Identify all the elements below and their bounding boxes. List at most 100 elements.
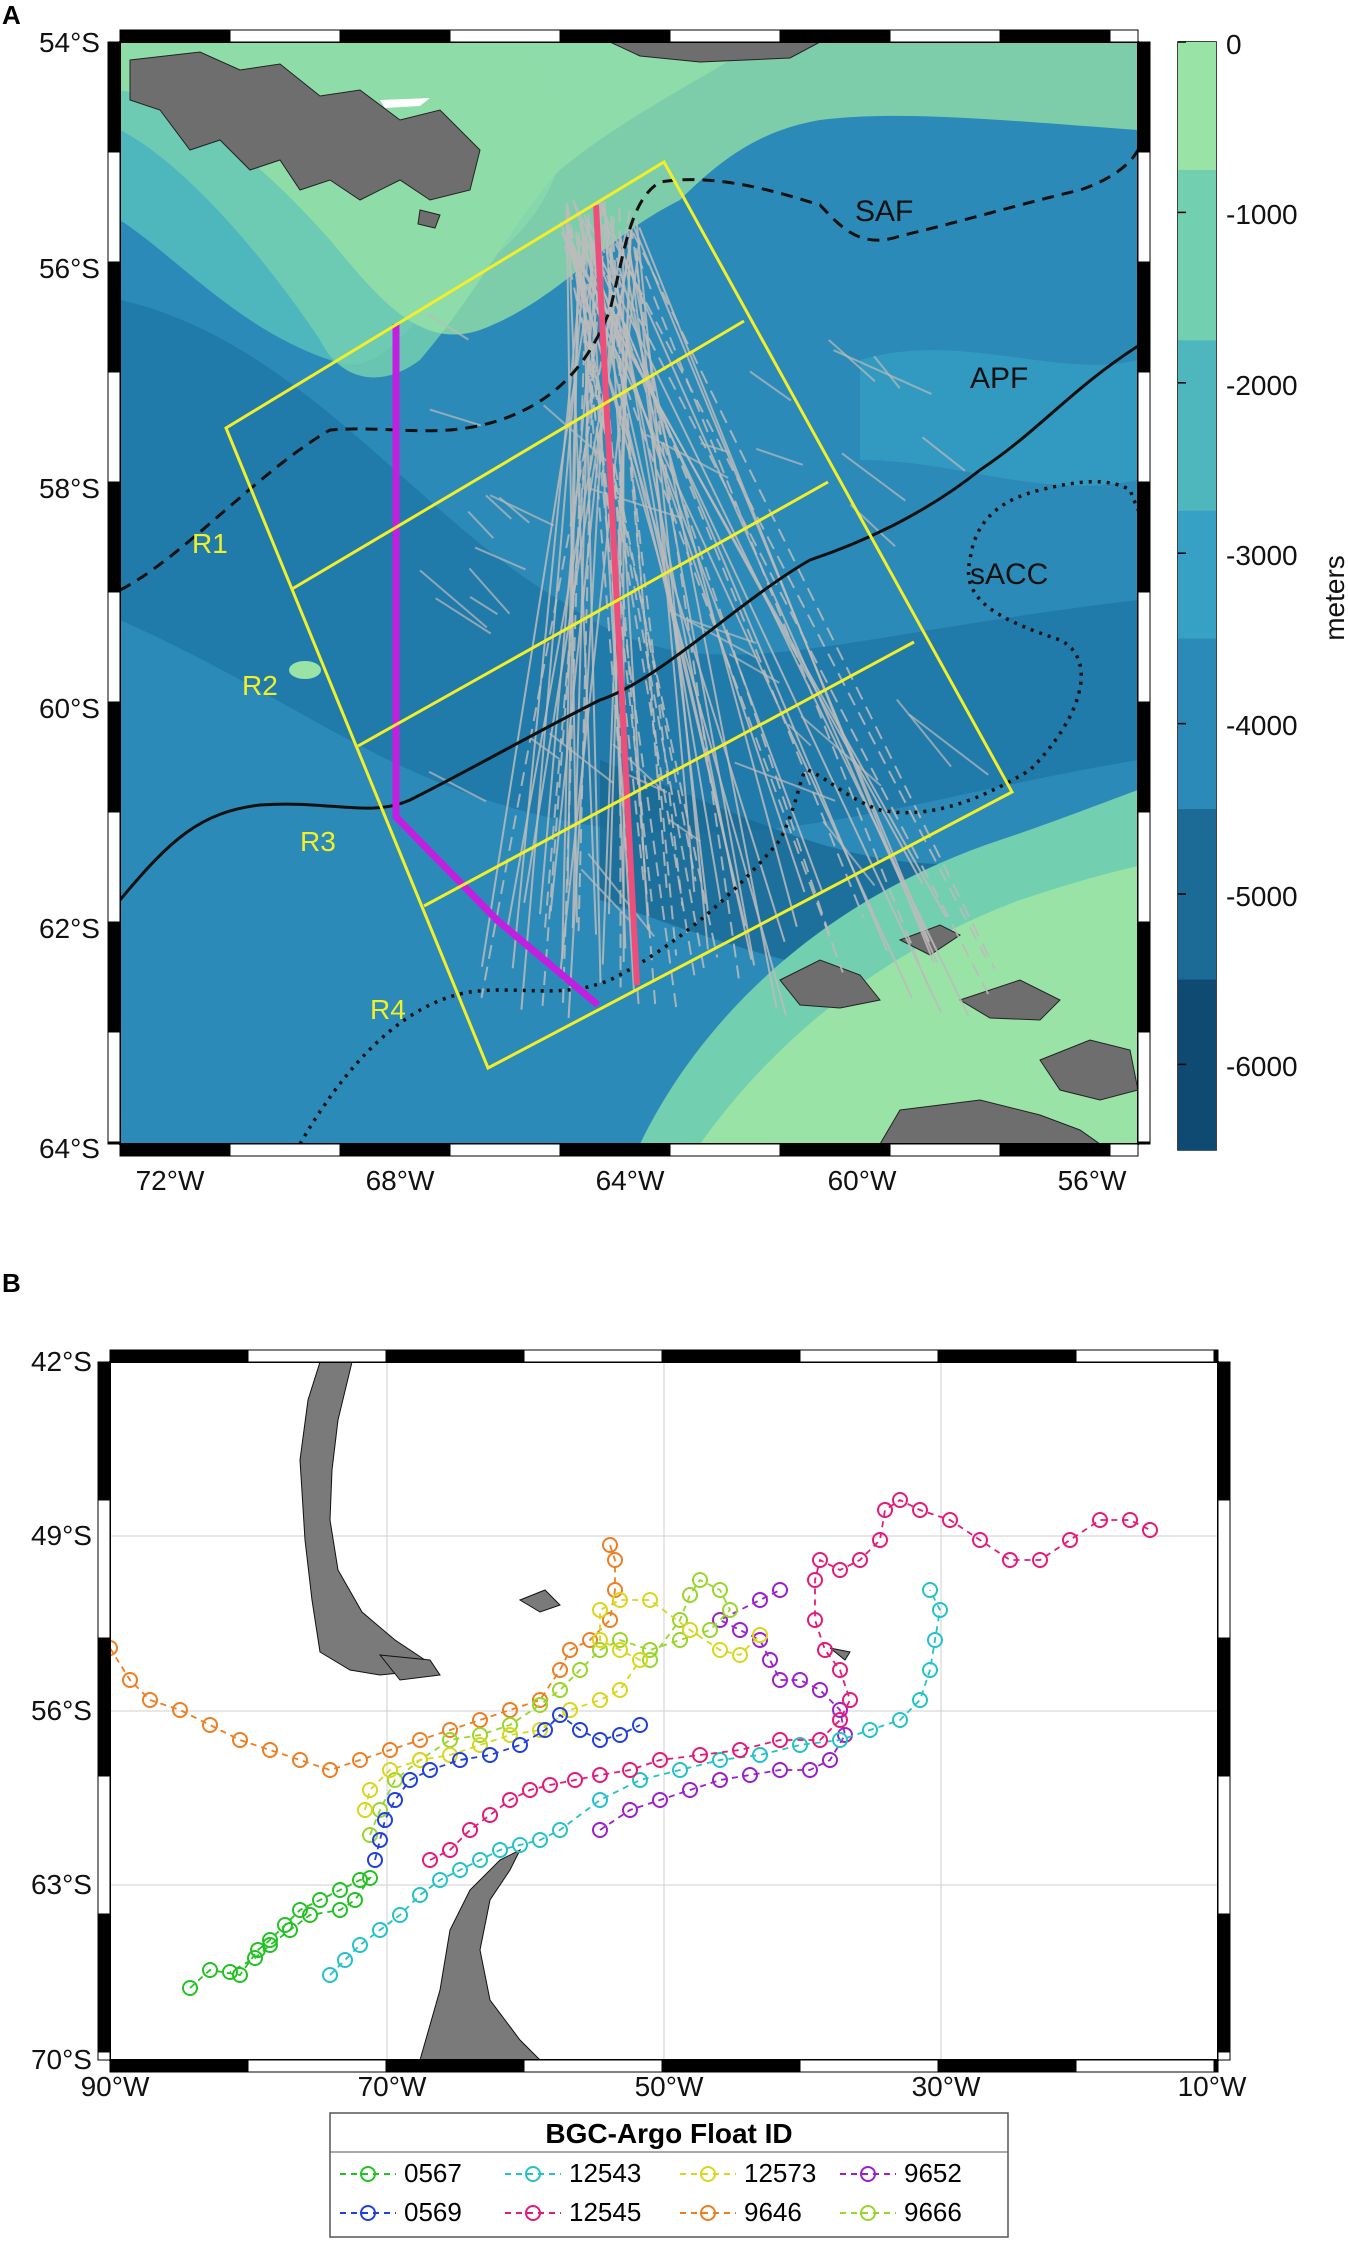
- panel-a-lat-ticks: 54°S 56°S 58°S 60°S 62°S 64°S: [39, 27, 100, 1164]
- frame-a-segment: [108, 42, 120, 152]
- colorbar-band: [1178, 852, 1216, 895]
- colorbar-band: [1178, 1107, 1216, 1150]
- lat-tick: 63°S: [31, 1869, 92, 1900]
- frame-a-segment: [108, 1142, 120, 1144]
- region-label-r3: R3: [300, 826, 336, 857]
- frame-b-segment: [98, 1776, 110, 1914]
- panel-b-letter: B: [2, 1268, 21, 1298]
- frame-b-segment: [1218, 1500, 1230, 1638]
- frame-a-segment: [780, 30, 890, 42]
- colorbar-bands: [1178, 42, 1216, 1151]
- frame-b-segment: [800, 1350, 938, 1362]
- frame-b-segment: [1076, 1350, 1214, 1362]
- frame-a-segment: [108, 812, 120, 922]
- colorbar-band: [1178, 724, 1216, 767]
- panel-a-map: [120, 42, 1138, 1144]
- frame-a-segment: [340, 1144, 450, 1156]
- frame-a-segment: [560, 1144, 670, 1156]
- frame-b-segment: [1218, 1914, 1230, 2052]
- lat-tick: 56°S: [39, 253, 100, 284]
- frame-b-segment: [98, 1500, 110, 1638]
- frame-a-segment: [780, 1144, 890, 1156]
- frame-a-segment: [108, 922, 120, 1032]
- frame-a-segment: [450, 1144, 560, 1156]
- frame-a-segment: [890, 1144, 1000, 1156]
- colorbar-band: [1178, 511, 1216, 554]
- legend-label: 12545: [569, 2197, 641, 2227]
- frame-a-segment: [108, 702, 120, 812]
- colorbar-tick: -1000: [1226, 199, 1298, 230]
- colorbar-band: [1178, 553, 1216, 596]
- lon-tick: 68°W: [366, 1165, 435, 1196]
- colorbar-label: meters: [1319, 555, 1348, 641]
- region-label-r1: R1: [192, 528, 228, 559]
- colorbar-band: [1178, 596, 1216, 639]
- frame-a-segment: [1138, 812, 1150, 922]
- panel-b-map: [103, 1362, 1218, 2060]
- frame-a-segment: [1110, 30, 1138, 42]
- frame-b-segment: [98, 1638, 110, 1776]
- frame-a-segment: [230, 30, 340, 42]
- frame-b-segment: [1218, 2052, 1230, 2060]
- frame-b-segment: [98, 2052, 110, 2060]
- frame-b-segment: [110, 1350, 248, 1362]
- frame-a-segment: [108, 592, 120, 702]
- frame-a-segment: [1000, 1144, 1110, 1156]
- colorbar-band: [1178, 894, 1216, 937]
- frame-a-segment: [1110, 1144, 1138, 1156]
- colorbar-tick: -3000: [1226, 540, 1298, 571]
- lat-tick: 58°S: [39, 473, 100, 504]
- panel-b-lon-ticks: 90°W 70°W 50°W 30°W 10°W: [81, 2071, 1247, 2102]
- lon-tick: 70°W: [358, 2071, 427, 2102]
- lon-tick: 72°W: [136, 1165, 205, 1196]
- colorbar-band: [1178, 426, 1216, 469]
- colorbar-band: [1178, 639, 1216, 682]
- colorbar-tick: 0: [1226, 29, 1242, 60]
- lon-tick: 90°W: [81, 2071, 150, 2102]
- frame-b-segment: [662, 1350, 800, 1362]
- front-label-apf: APF: [970, 362, 1028, 395]
- colorbar-band: [1178, 766, 1216, 809]
- panel-a-lon-ticks: 72°W 68°W 64°W 60°W 56°W: [136, 1165, 1127, 1196]
- frame-a-segment: [108, 262, 120, 372]
- colorbar-band: [1178, 85, 1216, 128]
- lat-tick: 49°S: [31, 1520, 92, 1551]
- lat-tick: 56°S: [31, 1695, 92, 1726]
- frame-b-segment: [1214, 1350, 1218, 1362]
- frame-a-segment: [108, 152, 120, 262]
- lon-tick: 30°W: [912, 2071, 981, 2102]
- region-label-r2: R2: [242, 670, 278, 701]
- frame-a-segment: [1138, 482, 1150, 592]
- colorbar-band: [1178, 1065, 1216, 1108]
- lon-tick: 50°W: [635, 2071, 704, 2102]
- frame-a-segment: [670, 30, 780, 42]
- legend-title: BGC-Argo Float ID: [545, 2118, 792, 2149]
- frame-b-segment: [98, 1914, 110, 2052]
- legend-label: 9666: [904, 2197, 962, 2227]
- frame-a-segment: [120, 30, 230, 42]
- frame-a-segment: [1138, 1142, 1150, 1144]
- colorbar-band: [1178, 127, 1216, 170]
- colorbar-band: [1178, 340, 1216, 383]
- lat-tick: 54°S: [39, 27, 100, 58]
- colorbar: 0 -1000 -2000 -3000 -4000 -5000 -6000 me…: [1178, 29, 1348, 1151]
- frame-b-segment: [1218, 1638, 1230, 1776]
- frame-b-segment: [1218, 1776, 1230, 1914]
- panel-b-lat-ticks: 42°S 49°S 56°S 63°S 70°S: [31, 1346, 92, 2075]
- lon-tick: 60°W: [828, 1165, 897, 1196]
- legend-label: 12543: [569, 2158, 641, 2188]
- frame-a-segment: [108, 482, 120, 592]
- frame-a-segment: [108, 372, 120, 482]
- legend-label: 0569: [404, 2197, 462, 2227]
- colorbar-band: [1178, 681, 1216, 724]
- colorbar-band: [1178, 468, 1216, 511]
- lat-tick: 60°S: [39, 693, 100, 724]
- colorbar-tick: -5000: [1226, 881, 1298, 912]
- lon-tick: 10°W: [1178, 2071, 1247, 2102]
- colorbar-tick: -4000: [1226, 710, 1298, 741]
- frame-a-segment: [1138, 702, 1150, 812]
- frame-b-segment: [938, 1350, 1076, 1362]
- region-label-r4: R4: [370, 994, 406, 1025]
- legend-label: 12573: [744, 2158, 816, 2188]
- legend-label: 0567: [404, 2158, 462, 2188]
